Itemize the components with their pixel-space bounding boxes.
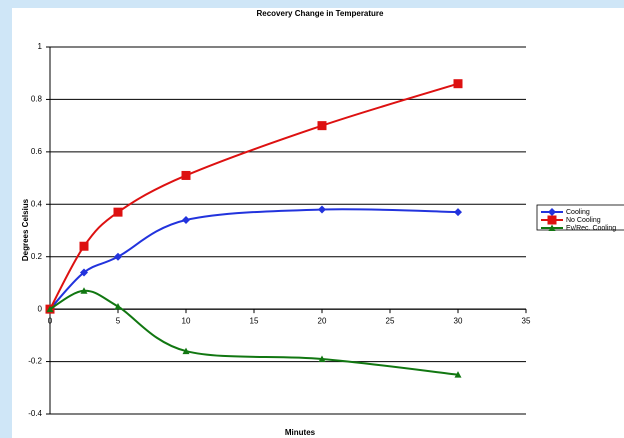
legend-label: No Cooling <box>566 217 601 224</box>
x-tick-label: 20 <box>318 316 327 325</box>
data-point <box>79 241 89 251</box>
data-point <box>453 79 463 89</box>
data-point <box>113 207 123 217</box>
data-point <box>182 216 190 225</box>
x-tick-label: 25 <box>386 316 395 325</box>
y-tick-label: 0.6 <box>31 147 43 156</box>
data-point <box>80 287 88 294</box>
x-tick-label: 0 <box>48 316 53 325</box>
data-point <box>454 208 462 217</box>
y-tick-label: 0 <box>38 304 43 313</box>
y-tick-label: -0.2 <box>28 357 42 366</box>
y-tick-label: 0.8 <box>31 95 43 104</box>
legend-label: Ev/Rec. Cooling <box>566 225 616 232</box>
legend-marker <box>548 208 556 216</box>
legend-marker <box>547 215 557 225</box>
data-point <box>46 305 54 313</box>
data-point <box>454 371 462 378</box>
x-tick-label: 30 <box>454 316 463 325</box>
y-tick-label: 1 <box>38 42 43 51</box>
y-tick-label: 0.4 <box>31 199 43 208</box>
x-tick-label: 10 <box>182 316 191 325</box>
data-point <box>318 205 326 214</box>
x-axis-label: Minutes <box>285 428 316 437</box>
x-tick-label: 35 <box>522 316 531 325</box>
data-point <box>181 170 191 180</box>
chart-background <box>12 8 624 438</box>
legend-label: Cooling <box>566 209 590 216</box>
chart-title: Recovery Change in Temperature <box>256 9 384 18</box>
data-point <box>317 121 327 131</box>
legend-marker <box>548 224 556 231</box>
data-point <box>182 347 190 355</box>
y-tick-label: 0.2 <box>31 252 43 261</box>
data-point <box>114 303 122 310</box>
data-point <box>318 355 326 362</box>
y-axis-label: Degrees Celsius <box>21 198 30 261</box>
x-tick-label: 5 <box>116 316 121 325</box>
y-tick-label: -0.4 <box>28 409 42 418</box>
data-point <box>80 268 88 277</box>
x-tick-label: 15 <box>250 316 259 325</box>
data-point <box>114 252 122 261</box>
